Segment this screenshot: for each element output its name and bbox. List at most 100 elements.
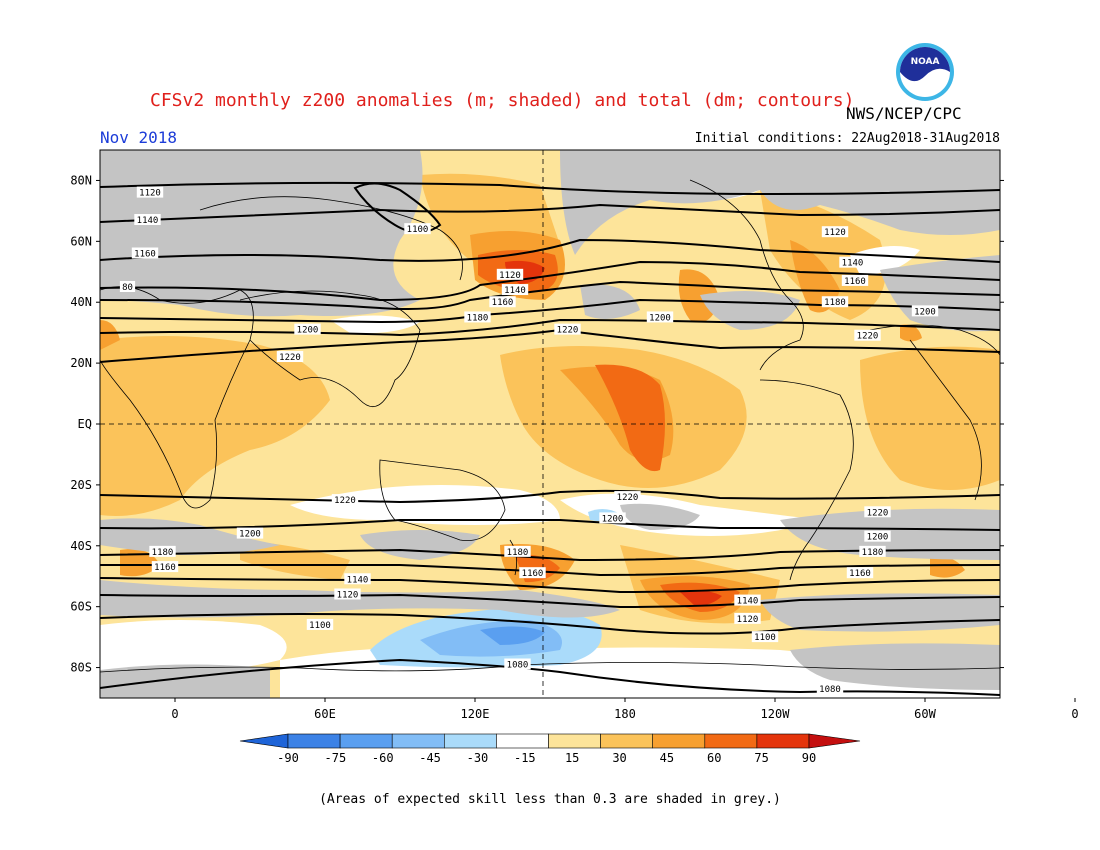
colorbar-swatch [391, 733, 445, 749]
contour-labels: 1120114011608011001120114011601180120012… [119, 186, 939, 695]
contour-label-bg [149, 545, 176, 557]
colorbar: -90 -75 -60 -45 -30 -15 15 30 45 60 75 90 [239, 733, 861, 765]
lat-label: EQ [78, 417, 92, 431]
contour-label: 1160 [154, 563, 176, 573]
contour-label-bg [134, 214, 161, 226]
contour-label-bg [496, 268, 524, 280]
contour-label-bg [911, 305, 939, 317]
contour-label-bg [751, 631, 779, 643]
colorbar-label: -30 [467, 751, 489, 765]
contour-label-bg [344, 573, 371, 585]
contour-label: 1220 [557, 326, 579, 336]
contour-label: 1220 [334, 496, 356, 506]
lat-label: 60N [70, 234, 92, 248]
lat-label: 80N [70, 173, 92, 187]
contour-label: 1140 [737, 597, 759, 607]
contour-label: 1220 [867, 508, 889, 518]
contour-label-bg [864, 530, 891, 542]
contour-label: 1200 [649, 313, 671, 323]
colorbar-label: -75 [325, 751, 347, 765]
contour-label: 1180 [862, 548, 884, 558]
contour-label-bg [306, 618, 334, 630]
colorbar-label: 30 [612, 751, 626, 765]
contour-label-bg [519, 567, 546, 579]
colorbar-arrow-high [808, 733, 861, 749]
lon-label: 180 [614, 707, 636, 721]
agency-label: NWS/NCEP/CPC [846, 104, 962, 123]
contour-label-bg [846, 567, 874, 579]
lon-label: 120W [761, 707, 791, 721]
contour-label: 1140 [137, 216, 159, 226]
contour-label: 1200 [914, 307, 936, 317]
contour-label: 1120 [337, 590, 359, 600]
contour-label: 1160 [134, 250, 156, 260]
lat-label: 20N [70, 356, 92, 370]
contour-label: 1160 [849, 569, 871, 579]
colorbar-swatch [443, 733, 497, 749]
colorbar-label: -60 [372, 751, 394, 765]
noaa-logo: NOAA [896, 43, 954, 101]
contour-label: 1100 [754, 633, 776, 643]
contour-label: 1080 [507, 661, 529, 671]
contour-label: 1180 [507, 548, 529, 558]
contour-label: 1200 [239, 530, 261, 540]
colorbar-swatch [756, 733, 810, 749]
lat-label: 40N [70, 295, 92, 309]
lon-label: 60W [914, 707, 936, 721]
contour-label-bg [734, 612, 761, 624]
contour-label-bg [501, 284, 529, 296]
lat-label: 60S [70, 600, 92, 614]
contour-label: 1120 [499, 271, 521, 281]
latitude-axis: 80N 60N 40N 20N EQ 20S 40S 60S 80S [70, 173, 1004, 675]
contour-label-bg [816, 682, 844, 694]
contour-label: 1140 [504, 286, 526, 296]
contour-label: 1100 [407, 225, 429, 235]
contour-label-bg [131, 247, 159, 259]
contour-label: 80 [122, 283, 133, 293]
footnote: (Areas of expected skill less than 0.3 a… [319, 792, 781, 807]
chart-title: CFSv2 monthly z200 anomalies (m; shaded)… [150, 90, 855, 111]
colorbar-swatch [496, 733, 549, 749]
contour-label-bg [464, 311, 491, 323]
contour-label: 1160 [492, 298, 514, 308]
contour-label-bg [854, 329, 881, 341]
contour-label-bg [151, 561, 179, 573]
contour-label-bg [276, 351, 304, 363]
lon-label: 60E [314, 707, 336, 721]
contour-label-bg [236, 527, 264, 539]
contour-label: 1220 [857, 332, 879, 342]
lat-label: 20S [70, 478, 92, 492]
contour-label: 1140 [347, 575, 369, 585]
contour-label: 1180 [467, 313, 489, 323]
lat-label: 40S [70, 539, 92, 553]
contour-label-bg [504, 545, 531, 557]
contour-label-bg [821, 226, 849, 238]
contour-label-bg [859, 545, 886, 557]
contour-label: 1180 [824, 298, 846, 308]
colorbar-swatch [652, 733, 706, 749]
colorbar-swatch [287, 733, 341, 749]
colorbar-label: -15 [514, 751, 536, 765]
contour-label-bg [646, 311, 674, 323]
colorbar-swatch [548, 733, 601, 749]
contour-label-bg [599, 512, 626, 524]
forecast-month: Nov 2018 [100, 128, 178, 147]
contour-label-bg [334, 588, 361, 600]
contour-label-bg [136, 186, 164, 198]
colorbar-label: -90 [277, 751, 299, 765]
contour-label-bg [614, 491, 641, 503]
contour-label-bg [119, 281, 136, 292]
contour-label: 1200 [602, 514, 624, 524]
contour-label-bg [331, 494, 359, 506]
initial-conditions: Initial conditions: 22Aug2018-31Aug2018 [694, 131, 1000, 146]
height-contours [100, 181, 1000, 696]
colorbar-label: 15 [565, 751, 579, 765]
contour-label: 1080 [819, 685, 841, 695]
contour-label-bg [864, 506, 891, 518]
contour-label-bg [404, 223, 431, 235]
colorbar-label: 60 [707, 751, 721, 765]
contour-label: 1220 [617, 493, 639, 503]
contour-label-bg [554, 323, 581, 335]
colorbar-label: 90 [802, 751, 816, 765]
contour-label: 1200 [297, 326, 319, 336]
